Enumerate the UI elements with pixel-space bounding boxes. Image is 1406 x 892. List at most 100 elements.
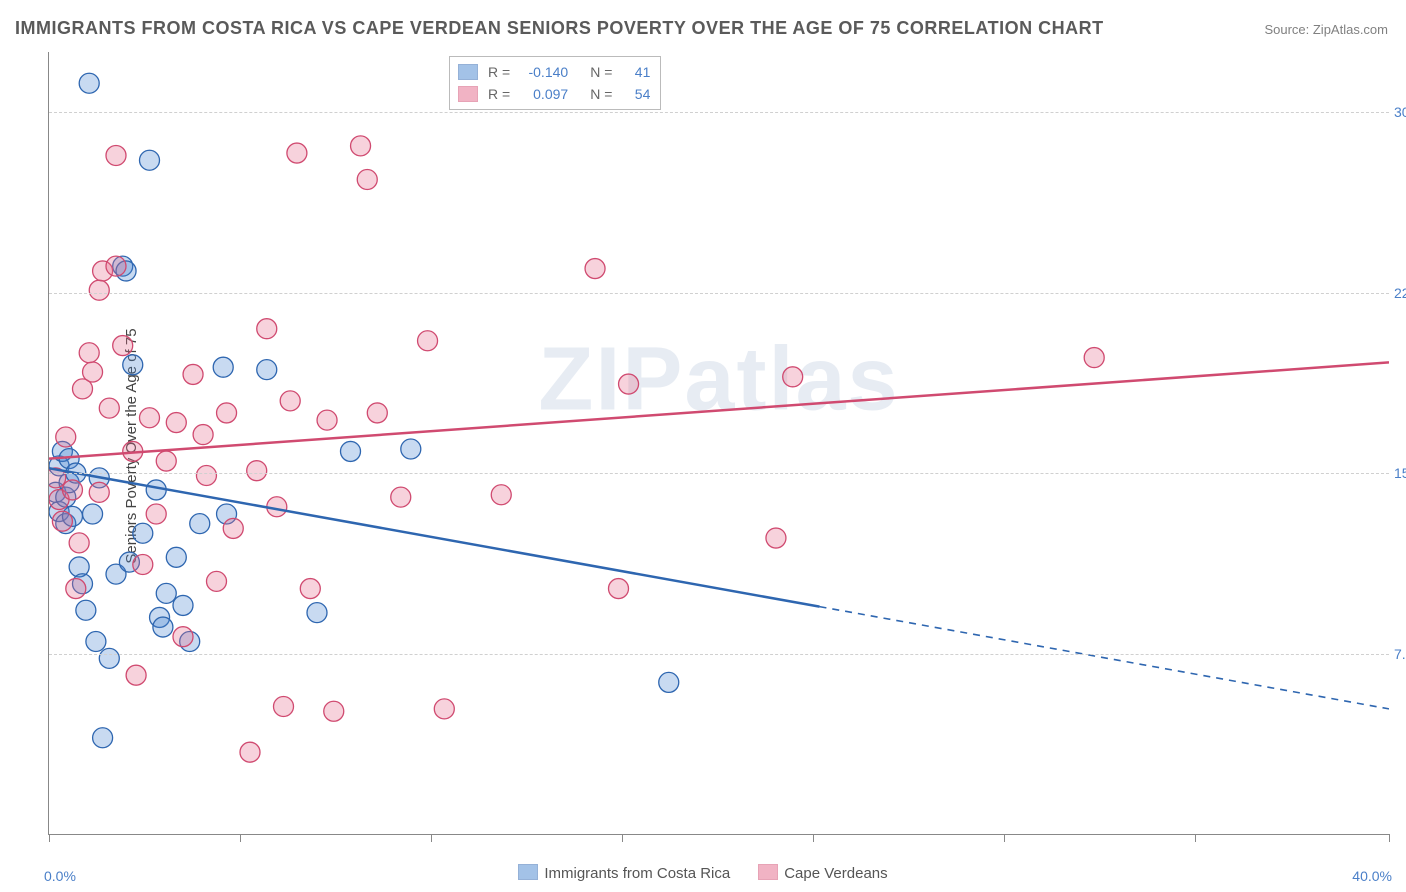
data-point xyxy=(274,696,294,716)
data-point xyxy=(140,408,160,428)
data-point xyxy=(52,511,72,531)
data-point xyxy=(351,136,371,156)
data-point xyxy=(391,487,411,507)
data-point xyxy=(99,648,119,668)
data-point xyxy=(83,362,103,382)
data-point xyxy=(367,403,387,423)
data-point xyxy=(79,343,99,363)
data-point xyxy=(418,331,438,351)
data-point xyxy=(99,398,119,418)
data-point xyxy=(133,523,153,543)
data-point xyxy=(83,504,103,524)
data-point xyxy=(76,600,96,620)
scatter-plot-svg xyxy=(49,52,1389,834)
data-point xyxy=(280,391,300,411)
stats-legend: R = -0.140 N = 41 R = 0.097 N = 54 xyxy=(449,56,661,110)
stat-n-value: 54 xyxy=(620,83,650,105)
legend-label: Cape Verdeans xyxy=(784,865,887,882)
gridline xyxy=(49,654,1389,655)
chart-source: Source: ZipAtlas.com xyxy=(1264,22,1388,37)
legend-label: Immigrants from Costa Rica xyxy=(544,865,730,882)
data-point xyxy=(217,403,237,423)
data-point xyxy=(247,461,267,481)
gridline xyxy=(49,473,1389,474)
data-point xyxy=(126,665,146,685)
data-point xyxy=(609,579,629,599)
data-point xyxy=(106,145,126,165)
stat-r-label: R = xyxy=(488,83,510,105)
data-point xyxy=(79,73,99,93)
series-swatch xyxy=(758,864,778,880)
data-point xyxy=(434,699,454,719)
data-point xyxy=(213,357,233,377)
data-point xyxy=(341,441,361,461)
series-swatch xyxy=(458,64,478,80)
data-point xyxy=(240,742,260,762)
data-point xyxy=(223,518,243,538)
chart-title: IMMIGRANTS FROM COSTA RICA VS CAPE VERDE… xyxy=(15,18,1104,39)
data-point xyxy=(156,583,176,603)
x-tick xyxy=(1195,834,1196,842)
data-point xyxy=(766,528,786,548)
data-point xyxy=(140,150,160,170)
x-tick xyxy=(431,834,432,842)
data-point xyxy=(89,482,109,502)
data-point xyxy=(317,410,337,430)
data-point xyxy=(257,360,277,380)
y-tick-label: 22.5% xyxy=(1394,285,1406,301)
data-point xyxy=(401,439,421,459)
data-point xyxy=(166,547,186,567)
data-point xyxy=(1084,348,1104,368)
stats-row: R = 0.097 N = 54 xyxy=(458,83,650,105)
data-point xyxy=(307,603,327,623)
data-point xyxy=(193,425,213,445)
data-point xyxy=(89,280,109,300)
data-point xyxy=(585,259,605,279)
data-point xyxy=(66,579,86,599)
y-tick-label: 30.0% xyxy=(1394,104,1406,120)
series-swatch xyxy=(518,864,538,880)
stat-r-value: -0.140 xyxy=(518,61,568,83)
data-point xyxy=(619,374,639,394)
data-point xyxy=(324,701,344,721)
trend-line xyxy=(49,362,1389,458)
x-tick xyxy=(622,834,623,842)
stat-r-value: 0.097 xyxy=(518,83,568,105)
legend-item: Cape Verdeans xyxy=(758,865,887,882)
data-point xyxy=(62,480,82,500)
stat-n-label: N = xyxy=(590,83,612,105)
gridline xyxy=(49,112,1389,113)
y-tick-label: 7.5% xyxy=(1394,646,1406,662)
series-legend: Immigrants from Costa Rica Cape Verdeans xyxy=(0,864,1406,882)
x-tick xyxy=(813,834,814,842)
trend-line-dashed xyxy=(820,607,1390,709)
stat-n-label: N = xyxy=(590,61,612,83)
series-swatch xyxy=(458,86,478,102)
data-point xyxy=(106,256,126,276)
source-value: ZipAtlas.com xyxy=(1313,22,1388,37)
data-point xyxy=(133,555,153,575)
data-point xyxy=(491,485,511,505)
gridline xyxy=(49,293,1389,294)
data-point xyxy=(183,364,203,384)
data-point xyxy=(287,143,307,163)
data-point xyxy=(207,571,227,591)
stat-n-value: 41 xyxy=(620,61,650,83)
data-point xyxy=(69,533,89,553)
legend-item: Immigrants from Costa Rica xyxy=(518,865,730,882)
data-point xyxy=(173,595,193,615)
data-point xyxy=(153,617,173,637)
stat-r-label: R = xyxy=(488,61,510,83)
x-tick xyxy=(1389,834,1390,842)
data-point xyxy=(113,336,133,356)
data-point xyxy=(93,728,113,748)
data-point xyxy=(173,627,193,647)
data-point xyxy=(300,579,320,599)
data-point xyxy=(783,367,803,387)
x-tick xyxy=(49,834,50,842)
data-point xyxy=(659,672,679,692)
data-point xyxy=(123,355,143,375)
data-point xyxy=(146,504,166,524)
data-point xyxy=(196,465,216,485)
data-point xyxy=(257,319,277,339)
